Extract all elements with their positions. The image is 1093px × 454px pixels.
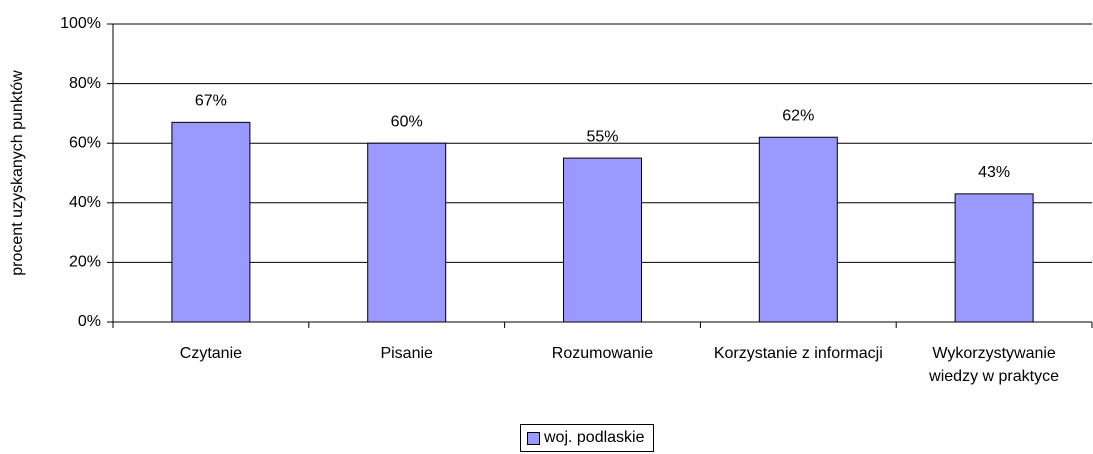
- y-tick-label: 0%: [78, 313, 101, 330]
- x-tick-label: Korzystanie z informacji: [713, 345, 883, 362]
- y-tick-label: 20%: [69, 254, 101, 271]
- data-label: 55%: [586, 128, 618, 145]
- bar: [171, 121, 251, 323]
- y-tick-label: 60%: [69, 134, 101, 151]
- bar: [758, 136, 838, 323]
- bar: [367, 142, 447, 323]
- bar: [563, 157, 642, 323]
- y-axis-label: procent uzyskanych punktów: [9, 70, 26, 276]
- data-label: 62%: [782, 107, 814, 124]
- y-tick-label: 80%: [69, 75, 101, 92]
- y-tick-label: 100%: [60, 15, 101, 32]
- x-tick-label: Rozumowanie: [551, 345, 654, 362]
- legend-label: woj. podlaskie: [544, 429, 645, 446]
- legend: woj. podlaskie: [520, 424, 654, 452]
- x-tick-label: Pisanie: [380, 345, 433, 362]
- x-tick-label: Wykorzystywanie wiedzy w praktyce: [929, 345, 1059, 385]
- data-label: 60%: [391, 113, 423, 130]
- legend-swatch: [527, 431, 540, 445]
- bar: [954, 193, 1034, 323]
- x-tick-label: Czytanie: [179, 345, 243, 362]
- y-tick-label: 40%: [69, 194, 101, 211]
- data-label: 43%: [978, 164, 1010, 181]
- data-label: 67%: [195, 93, 227, 110]
